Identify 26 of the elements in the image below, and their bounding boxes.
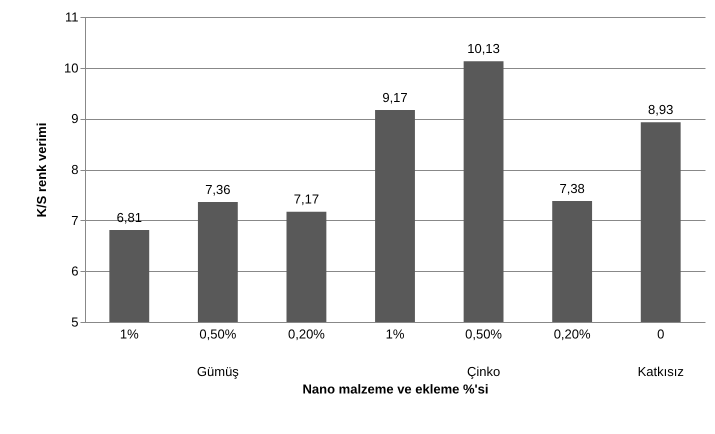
y-tick-label: 11 [65,10,78,24]
y-tick-label: 7 [71,212,78,228]
text: Katkısız [638,364,684,379]
y-tick-label: 9 [71,111,78,126]
y-tick-label: 10 [64,60,78,76]
data-label: 7,36 [205,182,231,198]
x-tick-label: 1% [120,326,140,342]
x-tick-label: 1% [386,326,405,342]
data-label: 8,93 [648,102,674,118]
data-label: 7,17 [294,192,320,207]
x-tick-label: 0,50% [465,326,502,342]
y-axis-title: K/S renk verimi [34,122,50,218]
y-tick-label: 8 [71,162,78,177]
x-axis-title: Nano malzeme ve ekleme %'si [302,382,488,396]
x-tick-label: 0 [657,326,664,342]
x-tick-label: 0,50% [199,326,237,342]
text: Çinko [466,364,500,379]
y-tick-label: 5 [71,314,78,330]
data-label: 7,38 [559,181,585,196]
y-tick-label: 6 [71,264,78,279]
data-label: 6,81 [116,210,142,225]
text: Gümüş [196,364,240,379]
x-tick-label: 0,20% [288,326,326,342]
x-tick-label: 0,20% [554,326,592,342]
data-label: 9,17 [382,90,408,106]
data-label: 10,13 [467,41,500,56]
